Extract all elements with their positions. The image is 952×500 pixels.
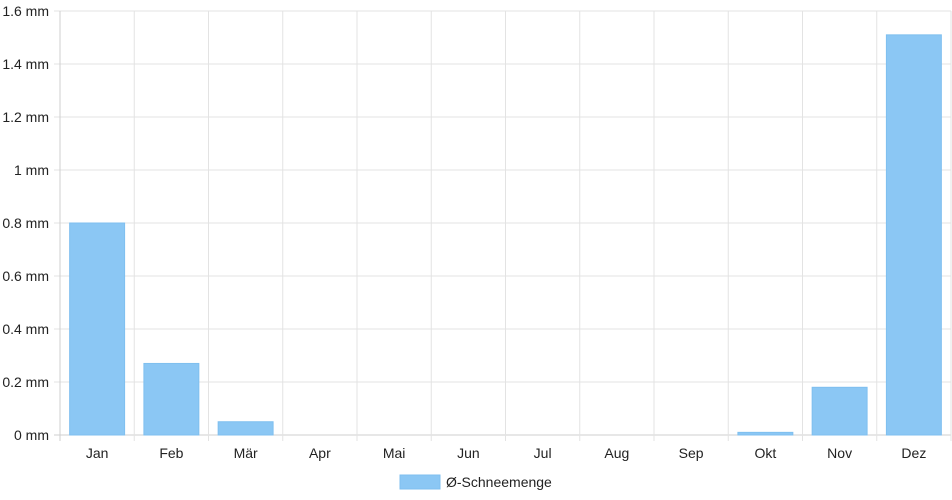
- x-tick-label: Dez: [901, 445, 926, 461]
- x-tick-label: Okt: [754, 445, 776, 461]
- grid-lines: [54, 10, 952, 441]
- y-tick-label: 0.4 mm: [2, 321, 49, 337]
- x-tick-label: Jul: [534, 445, 552, 461]
- bar-jan[interactable]: [69, 222, 126, 436]
- y-tick-label: 0.6 mm: [2, 268, 49, 284]
- x-tick-label: Nov: [827, 445, 852, 461]
- x-tick-label: Feb: [159, 445, 183, 461]
- bars: [69, 34, 942, 436]
- y-tick-label: 0 mm: [14, 427, 49, 443]
- x-tick-label: Mär: [234, 445, 258, 461]
- bar-feb[interactable]: [143, 362, 200, 436]
- bar-okt[interactable]: [737, 431, 794, 436]
- y-tick-label: 1.2 mm: [2, 109, 49, 125]
- x-tick-label: Aug: [604, 445, 629, 461]
- y-tick-label: 0.8 mm: [2, 215, 49, 231]
- x-tick-label: Sep: [679, 445, 704, 461]
- x-tick-label: Jan: [86, 445, 109, 461]
- y-tick-label: 1.4 mm: [2, 56, 49, 72]
- x-tick-label: Jun: [457, 445, 480, 461]
- axes: 0 mm 0.2 mm 0.4 mm 0.6 mm 0.8 mm 1 mm 1.2 mm 1.…: [2, 3, 926, 461]
- y-tick-label: 1 mm: [14, 162, 49, 178]
- x-tick-label: Mai: [383, 445, 406, 461]
- bar-nov[interactable]: [811, 386, 868, 436]
- legend-swatch[interactable]: [399, 474, 441, 490]
- bar-mär[interactable]: [217, 421, 274, 436]
- bar-dez[interactable]: [885, 34, 942, 436]
- legend[interactable]: Ø-Schneemenge: [399, 474, 552, 490]
- y-tick-label: 1.6 mm: [2, 3, 49, 19]
- y-tick-label: 0.2 mm: [2, 374, 49, 390]
- legend-label[interactable]: Ø-Schneemenge: [446, 474, 552, 490]
- x-tick-label: Apr: [309, 445, 331, 461]
